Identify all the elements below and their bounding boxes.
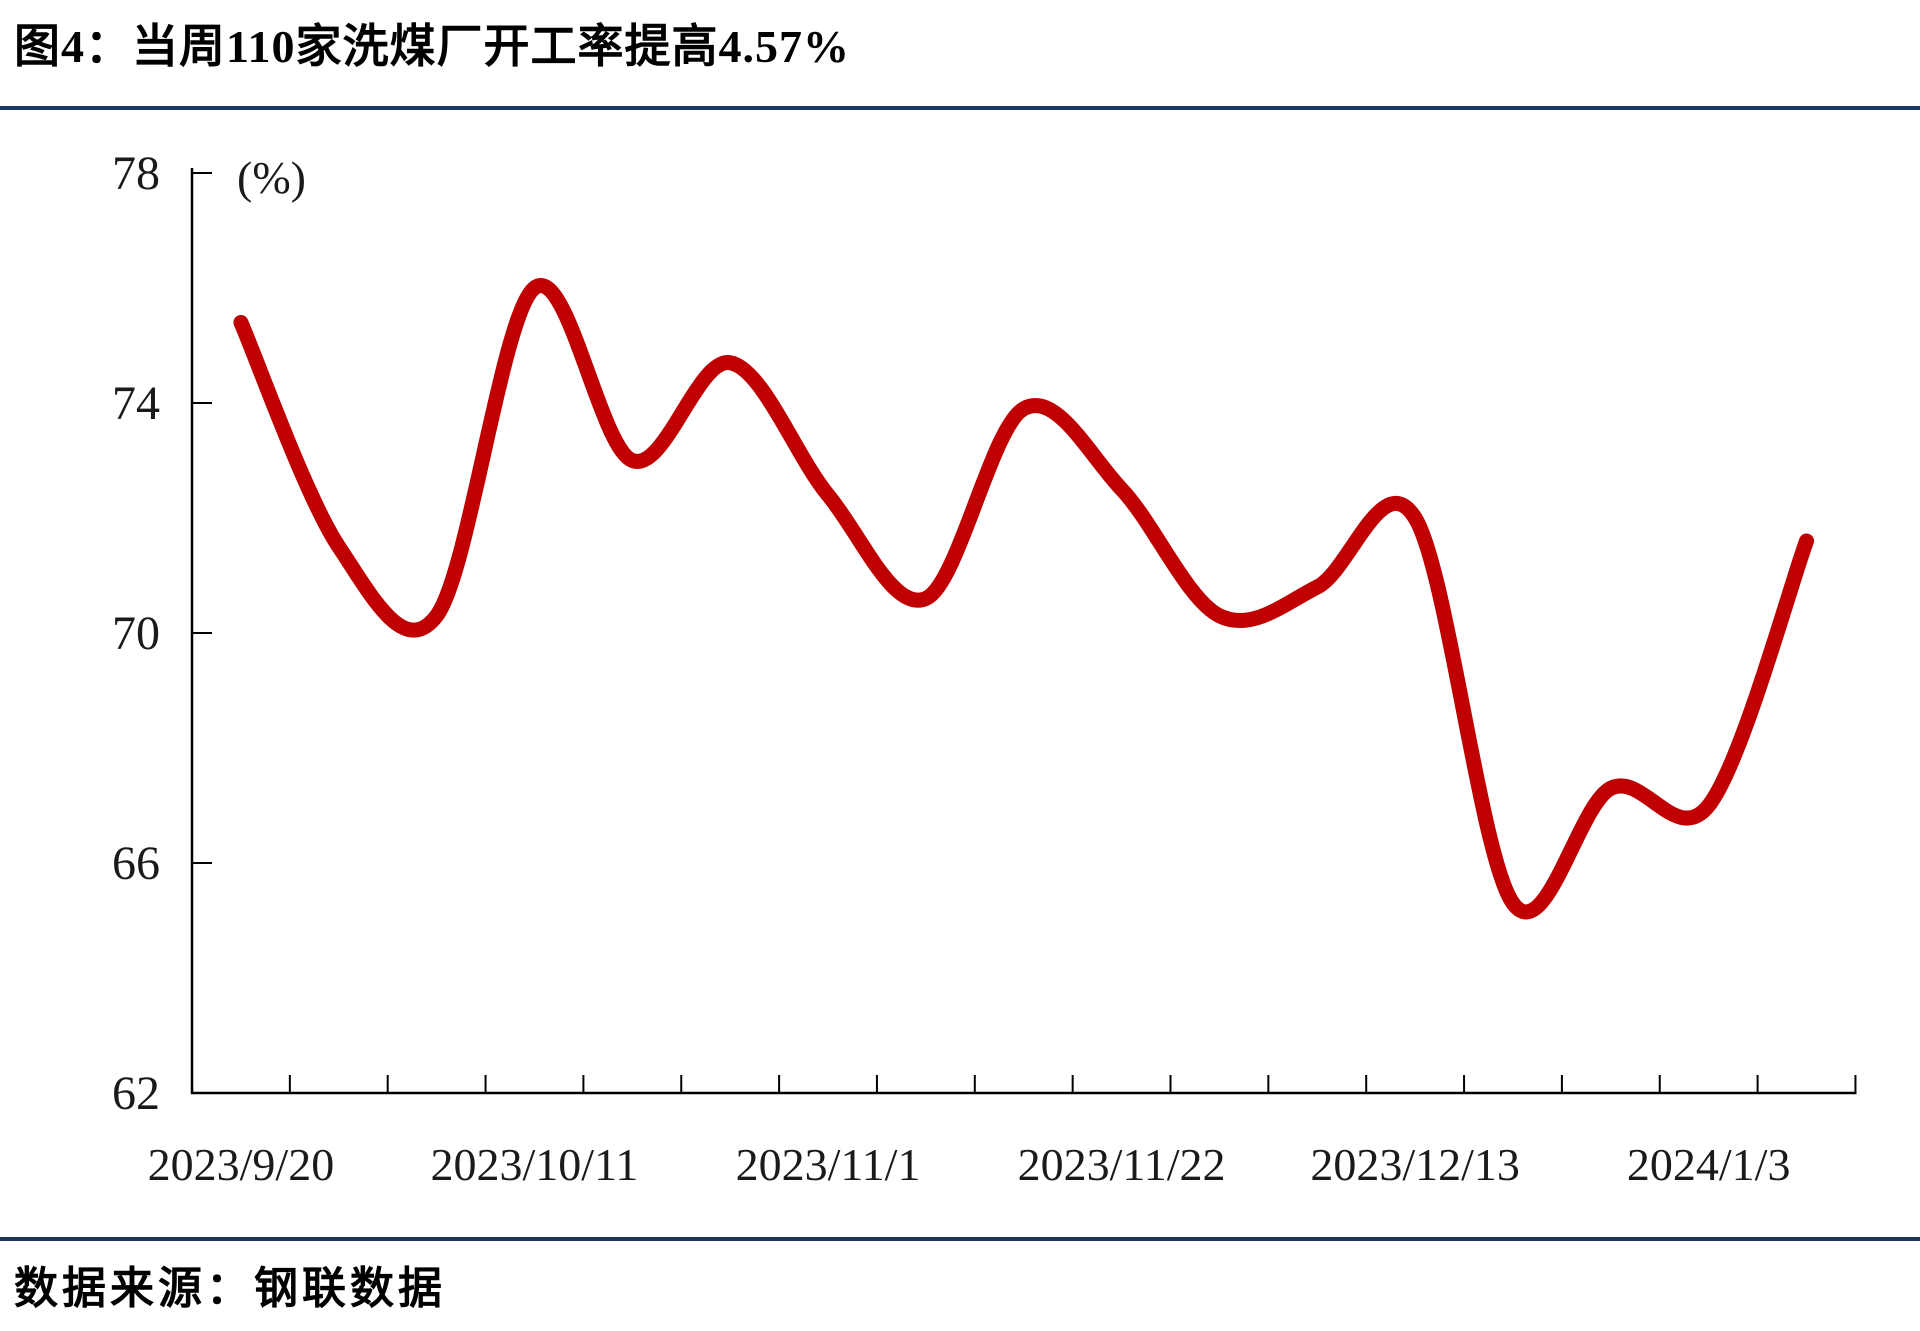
y-axis-tick-label: 70 [112, 607, 160, 660]
y-axis-tick-label: 74 [112, 377, 160, 430]
x-axis-tick-label: 2023/12/13 [1310, 1139, 1520, 1190]
figure-title: 图4：当周110家洗煤厂开工率提高4.57% [14, 21, 850, 72]
title-rule [0, 106, 1920, 110]
y-axis-tick-label: 62 [112, 1067, 160, 1120]
y-axis-tick-label: 66 [112, 837, 160, 890]
source-rule [0, 1237, 1920, 1241]
x-axis-tick-label: 2023/11/22 [1018, 1139, 1226, 1190]
x-axis-tick-label: 2023/10/11 [431, 1139, 639, 1190]
y-axis-tick-label: 78 [112, 147, 160, 200]
operating-rate-line [233, 278, 1815, 920]
x-axis-tick-label: 2023/11/1 [736, 1139, 921, 1190]
x-axis-tick-label: 2024/1/3 [1627, 1139, 1791, 1190]
x-axis-tick-label: 2023/9/20 [148, 1139, 335, 1190]
y-axis-unit-label: (%) [237, 152, 306, 203]
data-source-label: 数据来源：钢联数据 [14, 1264, 446, 1313]
